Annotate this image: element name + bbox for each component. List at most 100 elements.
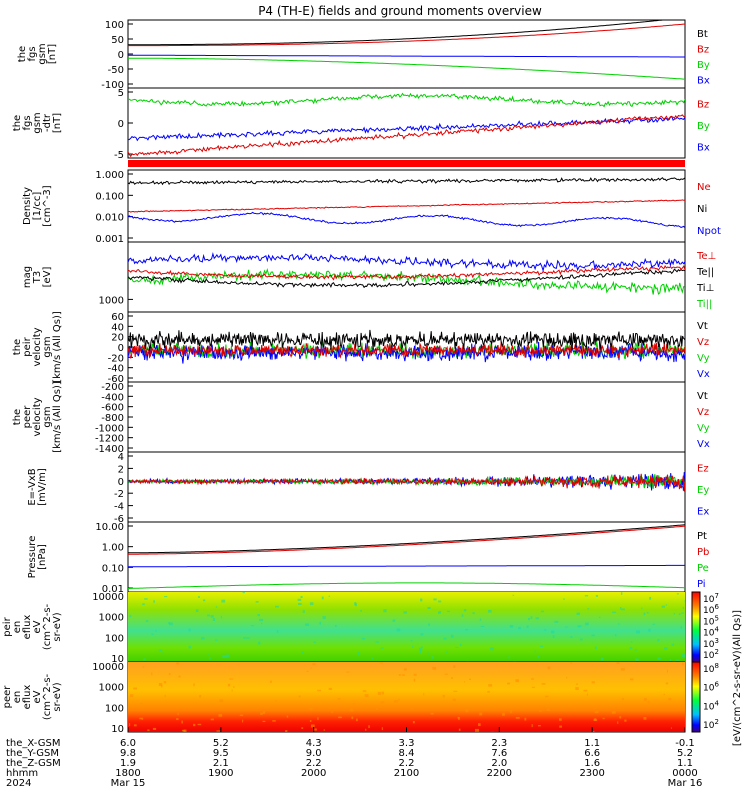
spectrogram-pixel [442, 694, 445, 698]
x-tick-label: 1.1 [584, 738, 600, 749]
spectrogram-pixel [657, 639, 660, 642]
spectrogram-pixel [356, 718, 358, 722]
spectrogram-pixel [328, 595, 330, 597]
spectrogram-pixel [551, 630, 555, 634]
spectrogram-pixel [420, 633, 424, 636]
x-tick-label: 1900 [208, 768, 233, 779]
spectrogram-pixel [515, 716, 520, 719]
spectrogram-pixel [458, 728, 461, 731]
spectrogram-pixel [349, 708, 354, 712]
x-tick-label: 3.3 [399, 738, 415, 749]
x-tick-label: 5.2 [213, 738, 229, 749]
y-tick-label: -2 [114, 489, 124, 500]
spectrogram-pixel [478, 723, 481, 727]
spectrogram-pixel [490, 731, 495, 732]
spectrogram-pixel [410, 639, 413, 642]
spectrogram-pixel [576, 612, 580, 616]
spectrogram-pixel [487, 609, 492, 613]
x-tick-label: 2200 [487, 768, 512, 779]
spectrogram-pixel [309, 719, 312, 723]
y-tick-label: 100 [105, 633, 124, 644]
spectrogram-pixel [255, 601, 259, 603]
y-axis-label-line: eV [32, 620, 43, 633]
y-tick-label: 40 [111, 322, 124, 333]
spectrogram-pixel [680, 626, 682, 629]
y-axis-label: Pressure[nPa] [27, 536, 48, 579]
spectrogram-pixel [226, 654, 230, 658]
y-tick-label: 0.010 [95, 213, 124, 224]
spectrogram-pixel [383, 609, 387, 613]
series-te-par [128, 268, 685, 289]
spectrogram-pixel [593, 718, 598, 722]
y-axis-label-line: eflux [22, 615, 33, 640]
spectrogram-pixel [413, 673, 417, 676]
spectrogram-pixel [681, 654, 685, 657]
spectrogram-pixel [615, 634, 617, 637]
spectrogram-pixel [619, 716, 622, 719]
y-tick-label: -1000 [95, 423, 124, 434]
spectrogram-pixel [354, 602, 357, 605]
spectrogram-pixel [463, 609, 467, 612]
y-tick-label: 0 [118, 343, 124, 354]
series-vt [128, 329, 685, 351]
series-pb [128, 525, 685, 555]
spectrogram-pixel [509, 624, 514, 628]
y-axis-label-line: gsm [32, 112, 43, 133]
y-tick-label: 50 [111, 35, 124, 46]
spectrogram-pixel [620, 592, 623, 595]
spectrogram-pixel [541, 683, 546, 685]
panel-traces [128, 472, 685, 492]
spectrogram-pixel [612, 611, 617, 614]
spectrogram-pixel [220, 615, 222, 619]
spectrogram-pixel [592, 704, 595, 708]
panel-traces [128, 329, 685, 364]
y-tick-label: 1000 [99, 613, 124, 624]
legend-npot: Npot [697, 226, 721, 237]
legend-pi: Pi [697, 579, 706, 590]
spectrogram-pixel [403, 668, 407, 671]
quality-flag-bar [128, 160, 685, 167]
spectrogram-pixel [177, 712, 179, 716]
spectrogram-pixel [673, 613, 675, 615]
colorbar-gradient [691, 661, 701, 733]
x-tick-label: 9.5 [213, 748, 229, 759]
y-tick-label: -6 [114, 514, 124, 525]
legend-ey: Ey [697, 485, 709, 496]
spectrogram-pixel [515, 679, 520, 683]
x-tick-label: 9.8 [120, 748, 136, 759]
series-npot [128, 211, 685, 229]
colorbar-tick: 102 [703, 718, 719, 731]
spectrogram-pixel [218, 714, 223, 717]
spectrogram-pixel [210, 718, 214, 721]
spectrogram-pixel [479, 618, 482, 621]
x-tick-label: 6.0 [120, 738, 136, 749]
panel-efield: E=-VxB[mV/m] 42 0-2 -4-6 Ez Ey Ex [27, 451, 709, 525]
spectrogram-pixel [463, 681, 466, 683]
panel-density: Density[1/cc][cm^-3] 1.000 0.100 0.010 0.001… [22, 169, 721, 245]
spectrogram-pixel [575, 705, 578, 709]
legend-vz: Vz [697, 407, 709, 418]
spectrogram-pixel [661, 605, 665, 608]
spectrogram-pixel [250, 625, 254, 627]
spectrogram-pixel [142, 666, 145, 668]
spectrogram-pixel [593, 707, 597, 710]
spectrogram-pixel [193, 683, 195, 687]
spectrogram-pixel [229, 678, 234, 680]
spectrogram-pixel [297, 602, 302, 605]
spectrogram-pixel [427, 606, 431, 610]
spectrogram-pixel [181, 720, 183, 724]
x-tick-label: 1.6 [584, 758, 600, 769]
spectrogram-pixel [301, 651, 304, 654]
spectrogram-pixel [646, 612, 649, 614]
spectrogram-pixel [563, 598, 565, 600]
y-tick-label: 10000 [92, 662, 124, 673]
spectrogram-pixel [469, 678, 471, 680]
spectrogram-pixel [420, 646, 424, 648]
spectrogram-pixel [558, 718, 562, 721]
spectrogram-pixel [534, 650, 537, 653]
y-axis-label-line: velocity [32, 327, 43, 366]
spectrogram-pixel [446, 650, 448, 653]
spectrogram-pixel [423, 693, 425, 696]
y-tick-label: -5 [114, 150, 124, 161]
series-by [128, 57, 685, 80]
